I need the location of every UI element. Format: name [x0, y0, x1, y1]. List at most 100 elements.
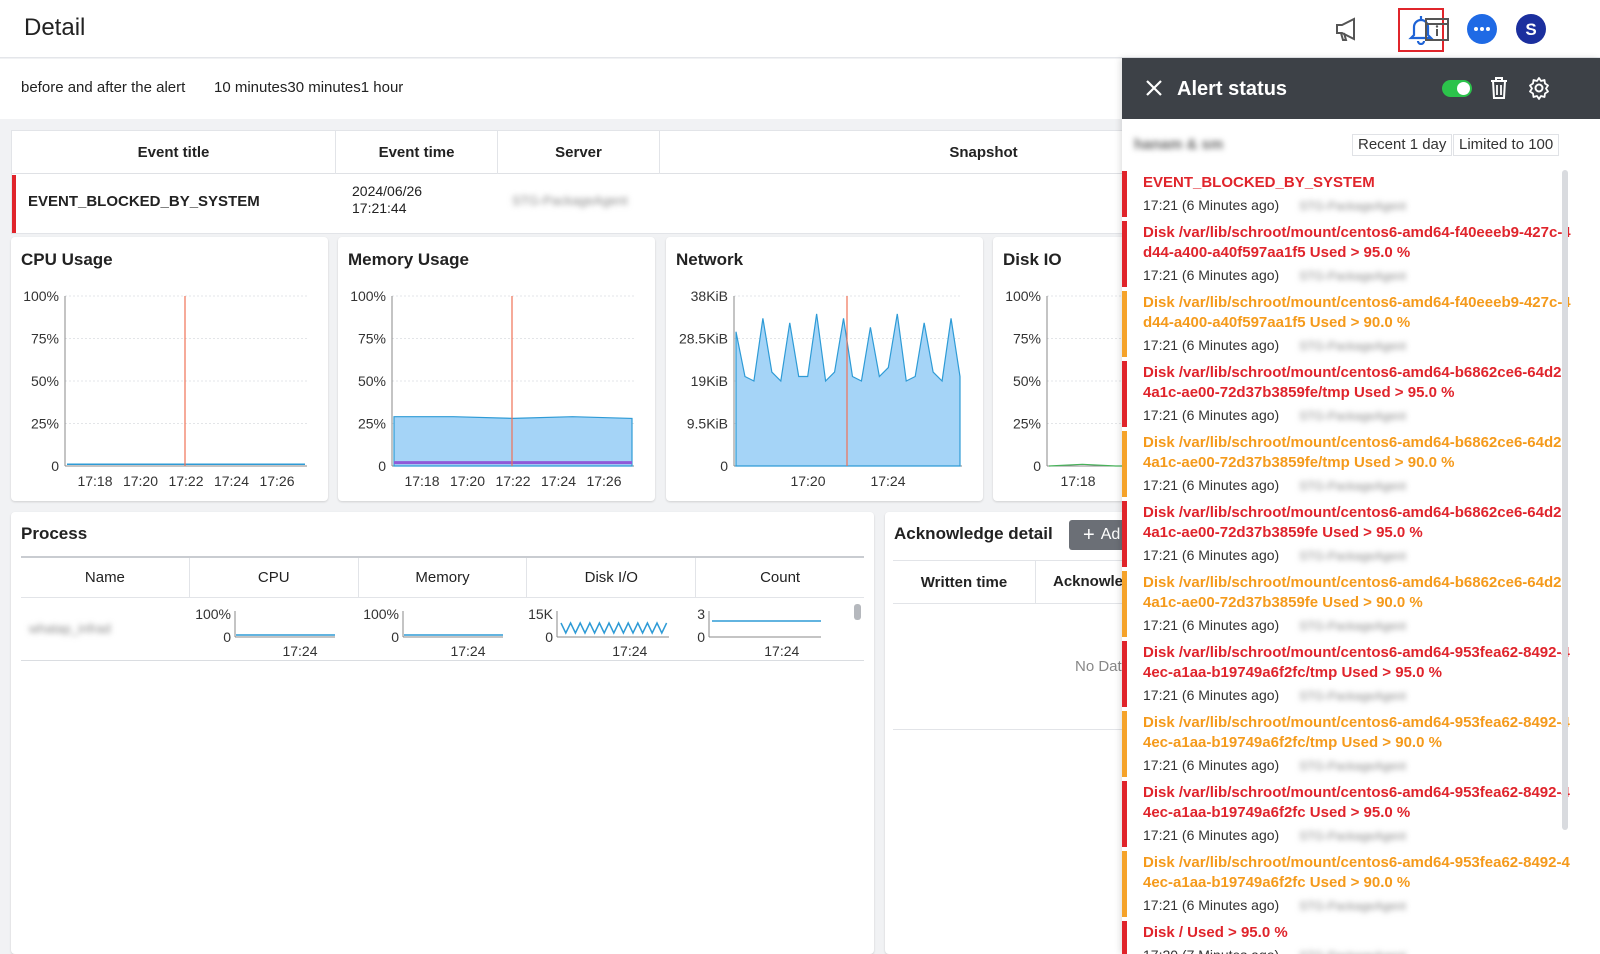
col-disk-io[interactable]: Disk I/O [527, 558, 697, 597]
spark-zero-label: 0 [391, 629, 399, 645]
alert-server: STG-PackageAgent [1299, 759, 1406, 773]
alert-server: STG-PackageAgent [1299, 199, 1406, 213]
acknowledge-divider [893, 729, 1146, 730]
alert-item[interactable]: Disk /var/lib/schroot/mount/centos6-amd6… [1122, 291, 1600, 357]
process-scrollbar[interactable] [854, 604, 861, 620]
event-table-header: Event title Event time Server Snapshot [12, 131, 1145, 174]
alert-time: 17:21 (6 Minutes ago) STG-PackageAgent [1143, 614, 1600, 637]
alert-time-text: 17:21 (6 Minutes ago) [1143, 477, 1280, 493]
process-sparklines: 100% 0 17:24 100% 0 17:24 15K 0 17:24 3 0 17:24 [195, 606, 821, 659]
x-tick-label: 17:26 [586, 473, 621, 489]
page-title: Detail [24, 14, 86, 41]
recent-day-chip[interactable]: Recent 1 day [1352, 134, 1453, 156]
spark-top-label: 100% [363, 606, 399, 622]
process-row[interactable]: whatap_infrad 100% 0 17:24 100% 0 17:24 15K 0 17… [21, 599, 864, 661]
y-tick-label: 25% [1013, 416, 1041, 432]
acknowledge-header: Written time Acknowle [893, 560, 1146, 604]
alert-item[interactable]: Disk /var/lib/schroot/mount/centos6-amd6… [1122, 641, 1600, 707]
alert-list-scrollbar[interactable] [1562, 170, 1568, 830]
col-count[interactable]: Count [760, 569, 801, 586]
event-title-cell: EVENT_BLOCKED_BY_SYSTEM [28, 193, 260, 210]
alert-time: 17:21 (6 Minutes ago) STG-PackageAgent [1143, 894, 1600, 917]
limit-chip[interactable]: Limited to 100 [1453, 134, 1560, 156]
alert-item[interactable]: Disk / Used > 95.0 % 17:20 (7 Minutes ago… [1122, 921, 1600, 954]
chat-icon[interactable] [1465, 12, 1499, 46]
col-written-time[interactable]: Written time [893, 561, 1036, 603]
alert-toggle[interactable] [1442, 80, 1472, 97]
col-name[interactable]: Name [21, 558, 190, 597]
alert-item[interactable]: Disk /var/lib/schroot/mount/centos6-amd6… [1122, 501, 1600, 567]
process-divider [21, 556, 864, 558]
x-tick-label: 17:20 [123, 473, 158, 489]
panel-header: Alert status [1122, 58, 1600, 119]
bell-icon[interactable] [1404, 12, 1438, 46]
alert-time-text: 17:21 (6 Minutes ago) [1143, 197, 1280, 213]
alert-time: 17:21 (6 Minutes ago) STG-PackageAgent [1143, 544, 1600, 567]
spark-zero-label: 0 [545, 629, 553, 645]
alert-title: Disk /var/lib/schroot/mount/centos6-amd6… [1143, 434, 1567, 471]
col-server[interactable]: Server [498, 131, 660, 174]
range-30min[interactable]: 30 minutes [287, 79, 361, 96]
alert-item[interactable]: Disk /var/lib/schroot/mount/centos6-amd6… [1122, 781, 1600, 847]
col-event-title[interactable]: Event title [12, 131, 336, 174]
alert-item[interactable]: Disk /var/lib/schroot/mount/centos6-amd6… [1122, 851, 1600, 917]
gear-icon[interactable] [1527, 76, 1551, 104]
spark-zero-label: 0 [223, 629, 231, 645]
col-event-time[interactable]: Event time [336, 131, 498, 174]
alert-item[interactable]: Disk /var/lib/schroot/mount/centos6-amd6… [1122, 431, 1600, 497]
alert-item[interactable]: EVENT_BLOCKED_BY_SYSTEM 17:21 (6 Minutes … [1122, 171, 1600, 217]
alert-server: STG-PackageAgent [1299, 829, 1406, 843]
spark-top-label: 15K [528, 606, 554, 622]
event-row[interactable]: EVENT_BLOCKED_BY_SYSTEM 2024/06/26 17:21… [12, 175, 1145, 233]
y-tick-label: 28.5KiB [679, 331, 728, 347]
alert-title: Disk /var/lib/schroot/mount/centos6-amd6… [1143, 574, 1567, 611]
range-1hour[interactable]: 1 hour [360, 79, 404, 96]
alert-server: STG-PackageAgent [1299, 899, 1406, 913]
alert-title: EVENT_BLOCKED_BY_SYSTEM [1143, 174, 1375, 191]
alert-server: STG-PackageAgent [1299, 409, 1406, 423]
alert-title: Disk /var/lib/schroot/mount/centos6-amd6… [1143, 294, 1571, 331]
alert-time-text: 17:21 (6 Minutes ago) [1143, 547, 1280, 563]
y-tick-label: 0 [51, 458, 59, 474]
y-tick-label: 75% [1013, 331, 1041, 347]
y-tick-label: 25% [358, 416, 386, 432]
trash-icon[interactable] [1488, 76, 1510, 104]
col-cpu[interactable]: CPU [190, 558, 359, 597]
y-tick-label: 50% [1013, 373, 1041, 389]
megaphone-icon[interactable] [1330, 12, 1364, 46]
alert-title: Disk /var/lib/schroot/mount/centos6-amd6… [1143, 224, 1571, 261]
alert-server: STG-PackageAgent [1299, 949, 1406, 954]
x-tick-label: 17:24 [541, 473, 576, 489]
spark-time-label: 17:24 [612, 643, 647, 659]
alert-item[interactable]: Disk /var/lib/schroot/mount/centos6-amd6… [1122, 571, 1600, 637]
network-series-area [735, 313, 961, 467]
col-snapshot[interactable]: Snapshot [949, 144, 1018, 161]
bell-highlight [1398, 8, 1444, 52]
chart-title: Network [676, 250, 744, 269]
range-10min[interactable]: 10 minutes [214, 79, 288, 96]
alert-time-text: 17:21 (6 Minutes ago) [1143, 617, 1280, 633]
alert-server: STG-PackageAgent [1299, 689, 1406, 703]
col-memory[interactable]: Memory [359, 558, 528, 597]
disk-sparkline [560, 621, 668, 635]
alert-item[interactable]: Disk /var/lib/schroot/mount/centos6-amd6… [1122, 221, 1600, 287]
event-clock: 17:21:44 [352, 200, 407, 216]
user-avatar[interactable]: S [1514, 12, 1548, 46]
alert-time-text: 17:21 (6 Minutes ago) [1143, 407, 1280, 423]
y-tick-label: 100% [23, 288, 59, 304]
x-tick-label: 17:18 [1060, 473, 1095, 489]
filter-bar: before and after the alert 10 minutes 30… [0, 59, 1146, 119]
alert-item[interactable]: Disk /var/lib/schroot/mount/centos6-amd6… [1122, 711, 1600, 777]
spark-top-label: 100% [195, 606, 231, 622]
memory-series-area [393, 416, 633, 467]
col-acknowledge[interactable]: Acknowle [1053, 573, 1124, 590]
info-window-icon[interactable] [1420, 12, 1454, 46]
alert-time: 17:21 (6 Minutes ago) STG-PackageAgent [1143, 754, 1600, 777]
x-tick-label: 17:22 [168, 473, 203, 489]
close-icon[interactable] [1144, 78, 1164, 102]
alert-item[interactable]: Disk /var/lib/schroot/mount/centos6-amd6… [1122, 361, 1600, 427]
cpu-usage-card: CPU Usage 100% 75% 50% 25% 0 17:18 17:20 17:22 1… [11, 237, 328, 501]
alert-title: Disk /var/lib/schroot/mount/centos6-amd6… [1143, 714, 1570, 751]
panel-title: Alert status [1177, 78, 1288, 100]
